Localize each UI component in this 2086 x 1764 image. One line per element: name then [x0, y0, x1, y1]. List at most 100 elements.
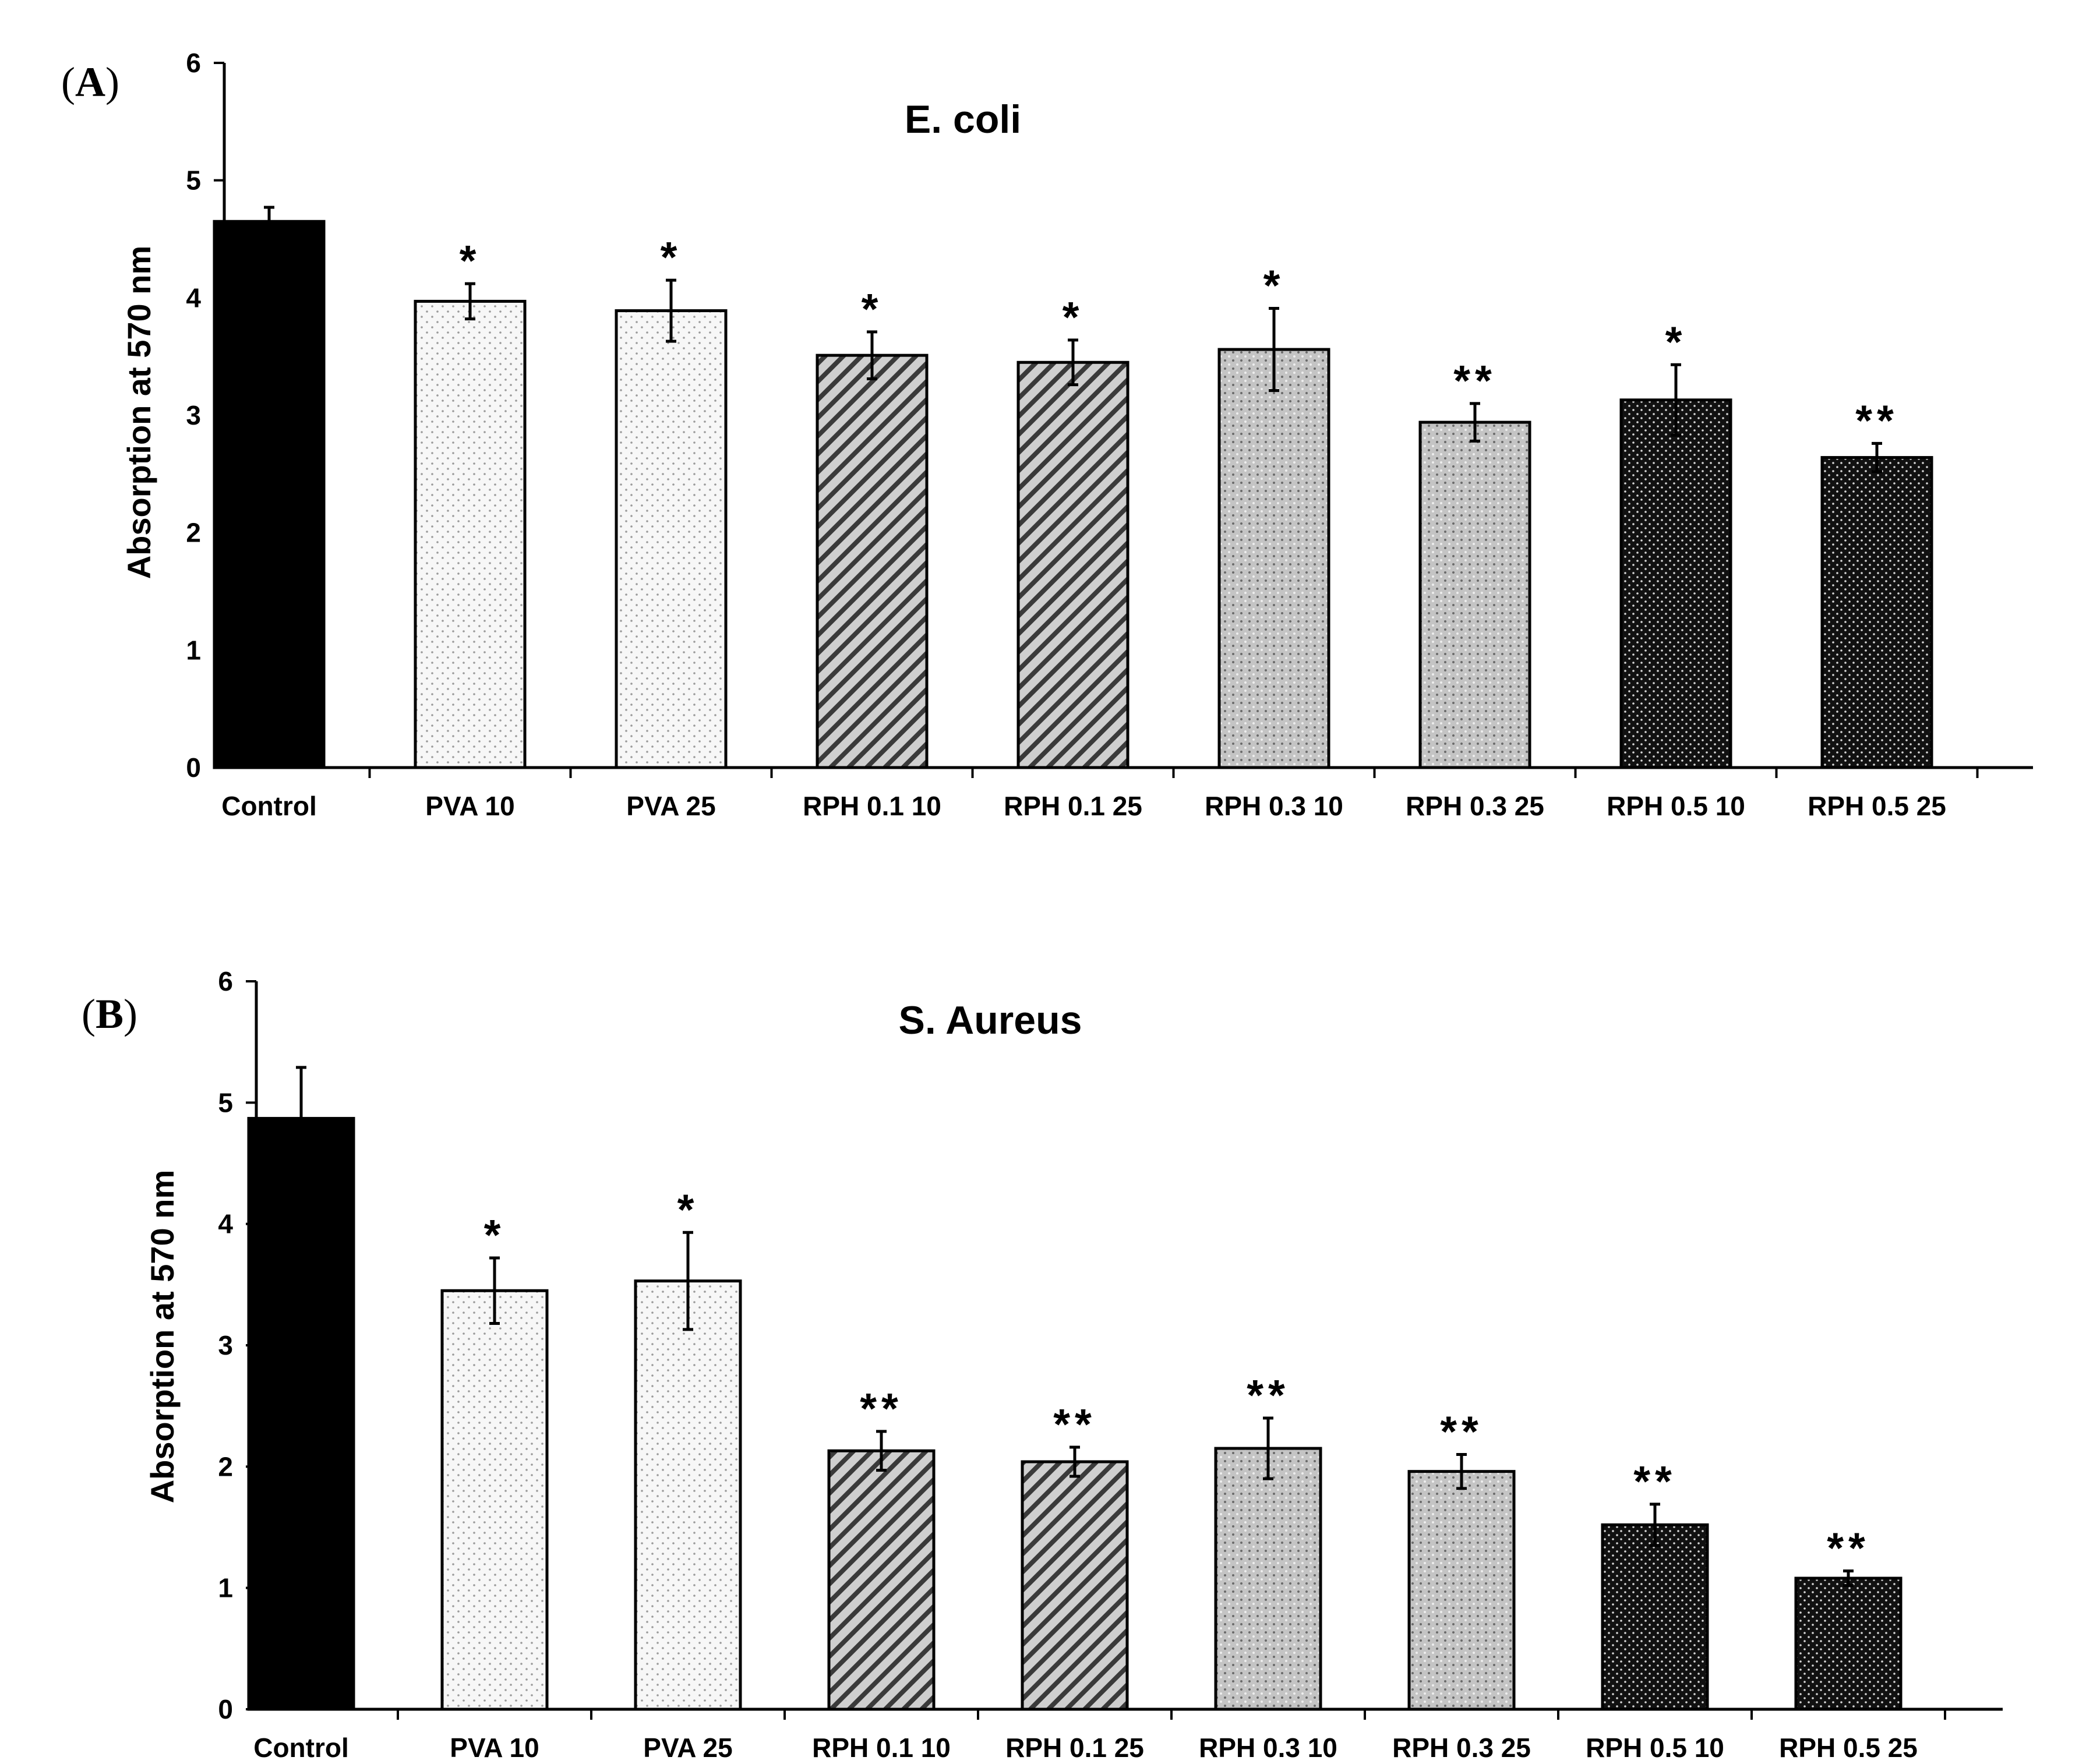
error-bar	[1872, 441, 1882, 473]
significance-marker: **	[1053, 1400, 1096, 1448]
error-bar	[296, 1066, 306, 1171]
bar	[634, 1279, 742, 1711]
bar	[1021, 1460, 1129, 1711]
significance-marker: *	[1263, 261, 1285, 309]
bar	[615, 309, 728, 769]
bar	[816, 353, 929, 769]
y-tick-labels-b: 0 1 2 3 4 5 6	[218, 966, 233, 1724]
significance-marker: *	[677, 1185, 699, 1233]
x-tick-label: RPH 0.5 10	[1586, 1733, 1724, 1763]
y-tick-label: 3	[218, 1330, 233, 1360]
x-tick-label: PVA 10	[450, 1733, 539, 1763]
error-bar	[1068, 338, 1078, 387]
bar	[213, 220, 326, 769]
panel-letter-a: A	[75, 59, 105, 105]
error-bar	[1269, 306, 1279, 393]
significance-marker: **	[1827, 1524, 1870, 1572]
y-tick-label: 4	[218, 1209, 233, 1239]
bar	[827, 1449, 936, 1711]
significance-marker: **	[1855, 396, 1898, 444]
error-bar	[1650, 1503, 1660, 1547]
x-tick-label: PVA 25	[643, 1733, 732, 1763]
x-tick-label: RPH 0.5 10	[1607, 791, 1745, 821]
y-tick-label: 2	[218, 1451, 233, 1482]
significance-marker: **	[1247, 1371, 1290, 1419]
bar	[1214, 1447, 1322, 1711]
y-axis-label-b: Absorption at 570 nm	[144, 1170, 181, 1504]
bar	[1217, 348, 1330, 769]
error-bar	[683, 1231, 693, 1331]
bar	[1601, 1523, 1709, 1711]
chart-title-a: E. coli	[905, 97, 1021, 142]
significance-marker: *	[484, 1211, 506, 1259]
x-tick-label: RPH 0.3 10	[1199, 1733, 1337, 1763]
panel-label-a: (A)	[61, 59, 119, 105]
error-bar	[1263, 1416, 1273, 1480]
y-tick-label: 0	[218, 1694, 233, 1724]
error-bar	[1671, 363, 1681, 437]
significance-marker: *	[460, 236, 481, 285]
x-tick-label: RPH 0.1 10	[812, 1733, 951, 1763]
y-tick-label: 4	[186, 282, 201, 313]
x-tick-labels-b: Control PVA 10 PVA 25 RPH 0.1 10 RPH 0.1 25 R…	[253, 1733, 1918, 1763]
significance-marker: *	[1665, 317, 1687, 366]
x-tick-label: PVA 25	[626, 791, 715, 821]
x-tick-labels-a: Control PVA 10 PVA 25 RPH 0.1 10 RPH 0.1 25 R…	[221, 791, 1946, 821]
bar	[247, 1116, 355, 1711]
error-bar	[876, 1430, 887, 1472]
bar	[1794, 1576, 1903, 1711]
bar	[414, 299, 527, 769]
error-bar	[867, 330, 877, 380]
error-bar	[264, 206, 274, 237]
x-tick-label: RPH 0.1 10	[803, 791, 941, 821]
x-tick-label: Control	[221, 791, 317, 821]
x-tick-label: RPH 0.5 25	[1808, 791, 1946, 821]
error-bar	[1070, 1445, 1080, 1478]
error-bar	[666, 278, 676, 343]
significance-marker: **	[860, 1384, 903, 1433]
significance-marker: **	[1453, 356, 1496, 405]
error-bar	[1470, 402, 1480, 443]
y-axis-label-a: Absorption at 570 nm	[121, 246, 157, 579]
error-bar	[1456, 1453, 1467, 1490]
panel-b: (B) S. Aureus Absorption at 570 nm **** *…	[82, 966, 2003, 1763]
x-tick-label: RPH 0.5 25	[1779, 1733, 1918, 1763]
error-bar	[1843, 1569, 1854, 1587]
error-bars-a	[264, 206, 1882, 473]
x-tick-label: RPH 0.3 25	[1406, 791, 1544, 821]
panel-letter-b: B	[96, 991, 123, 1037]
x-tick-label: RPH 0.3 25	[1392, 1733, 1531, 1763]
significance-markers-b: **** **********	[484, 1185, 1870, 1572]
significance-marker: *	[1063, 293, 1084, 341]
y-tick-labels-a: 0 1 2 3 4 5 6	[186, 48, 201, 783]
x-tick-label: RPH 0.3 10	[1205, 791, 1343, 821]
y-tick-label: 0	[186, 752, 201, 783]
significance-marker: **	[1633, 1457, 1676, 1505]
bar	[440, 1289, 549, 1711]
bars-a	[213, 220, 1933, 769]
panel-a: (A) E. coli Absorption at 570 nm * ** ****…	[61, 48, 2033, 821]
significance-markers-a: * ** *******	[460, 233, 1898, 444]
error-bar	[465, 282, 475, 321]
x-tick-label: PVA 10	[425, 791, 514, 821]
y-tick-label: 2	[186, 518, 201, 548]
y-tick-label: 6	[186, 48, 201, 78]
panel-label-b: (B)	[82, 991, 137, 1037]
bar	[1619, 398, 1732, 769]
bar	[1418, 420, 1531, 769]
y-tick-label: 1	[186, 635, 201, 665]
bar	[1820, 456, 1933, 769]
error-bars-b	[296, 1066, 1854, 1587]
bars-b	[247, 1116, 1903, 1711]
significance-marker: *	[862, 285, 883, 333]
x-tick-label: Control	[253, 1733, 349, 1763]
error-bar	[489, 1256, 500, 1325]
significance-marker: **	[1440, 1408, 1483, 1456]
y-tick-label: 3	[186, 400, 201, 430]
x-tick-label: RPH 0.1 25	[1004, 791, 1142, 821]
y-tick-label: 6	[218, 966, 233, 996]
significance-marker: *	[661, 233, 682, 281]
y-tick-label: 5	[218, 1087, 233, 1118]
bar	[1407, 1470, 1516, 1711]
